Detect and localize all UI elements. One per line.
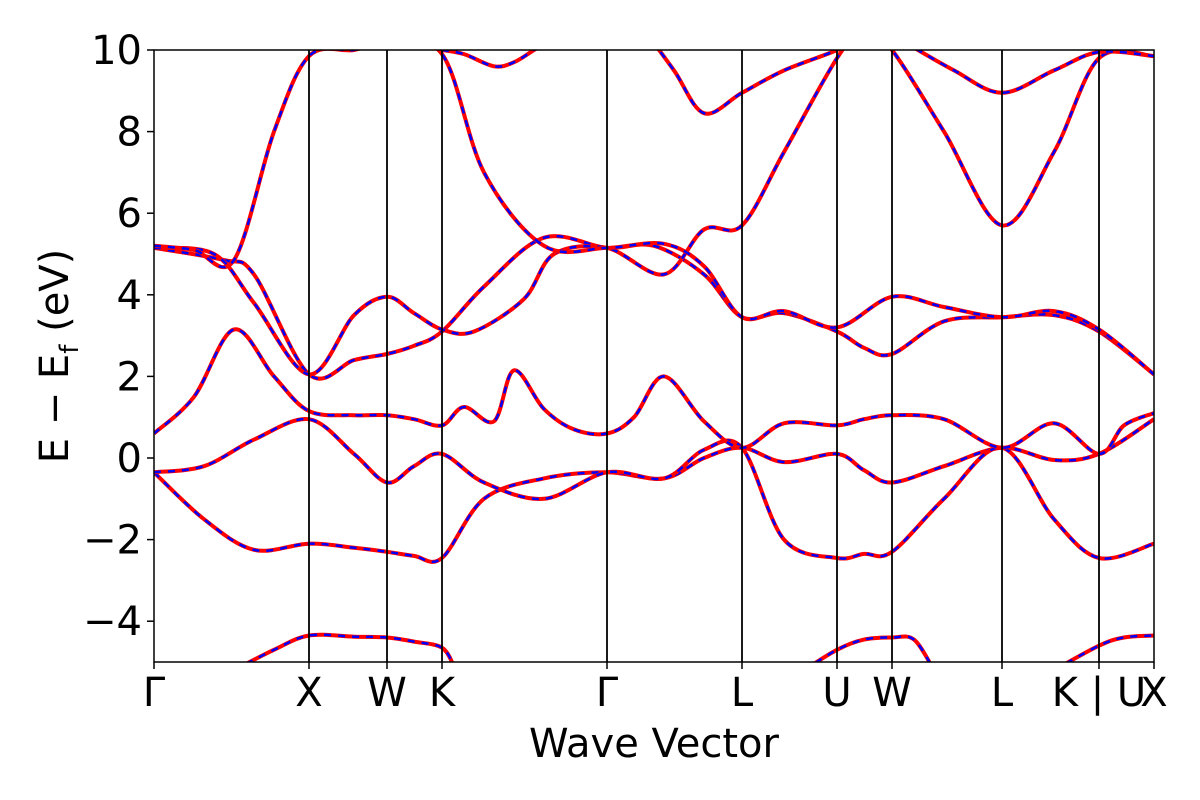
band-0-solid: [154, 417, 1154, 564]
x-tick-label: K: [429, 670, 457, 716]
kpoint-lines: [308, 50, 1100, 662]
band-7-solid: [656, 50, 842, 116]
band-4-dashed: [154, 50, 1154, 376]
band-0-dashed: [154, 418, 1154, 564]
y-tick-label: 10: [91, 28, 142, 74]
band-4-solid: [154, 50, 1154, 377]
x-tick-label: Γ: [143, 670, 166, 716]
x-axis-label: Wave Vector: [529, 721, 780, 767]
y-tick-label: −2: [83, 518, 142, 564]
x-tick-label: W: [367, 670, 407, 716]
x-tick-label: Γ: [596, 670, 619, 716]
y-axis-label-unit: (eV): [32, 249, 78, 345]
band-2-dashed: [154, 328, 1154, 456]
band-5-solid: [154, 50, 1154, 376]
x-tick-label: X: [1140, 670, 1167, 716]
band-2-solid: [154, 327, 1154, 456]
y-tick-label: 0: [117, 436, 142, 482]
x-tick-label: X: [295, 670, 322, 716]
band-10-solid: [813, 634, 932, 662]
band-1-dashed: [154, 417, 1154, 560]
band-8-solid: [914, 50, 1154, 95]
y-tick-label: −4: [83, 599, 142, 645]
band-11-dashed: [1066, 634, 1154, 662]
x-tick-label: L: [731, 670, 754, 716]
x-tick-label: K | U: [1052, 670, 1146, 716]
bands-layer: [154, 50, 1154, 662]
band-6-dashed: [441, 50, 537, 68]
y-axis-ticks: −4 −2 0 2 4 6 8 10: [83, 28, 154, 645]
band-3-solid: [154, 234, 1154, 381]
plot-frame: [153, 49, 1155, 663]
y-axis-label-main: E − E: [32, 354, 78, 464]
x-tick-label: L: [991, 670, 1014, 716]
band-3-dashed: [154, 234, 1154, 380]
band-1-solid: [154, 417, 1154, 561]
x-tick-label: W: [872, 670, 912, 716]
band-11-solid: [1064, 633, 1154, 662]
y-axis-label-sub: f: [55, 344, 85, 354]
x-tick-label: U: [822, 670, 851, 716]
band-9-solid: [245, 632, 455, 662]
y-tick-label: 8: [117, 110, 142, 156]
y-tick-label: 2: [117, 354, 142, 400]
y-axis-label: E − Ef (eV): [32, 249, 85, 464]
band-5-dashed: [154, 50, 1154, 376]
y-tick-label: 6: [117, 191, 142, 237]
y-tick-label: 4: [117, 273, 142, 319]
band-9-dashed: [246, 633, 454, 662]
